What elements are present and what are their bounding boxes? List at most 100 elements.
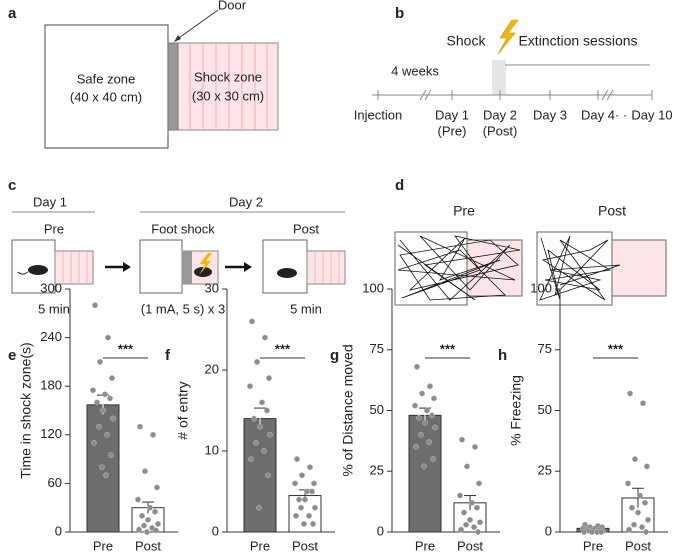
y-tick-label: 0 xyxy=(545,523,552,538)
data-point xyxy=(427,383,433,390)
data-point xyxy=(292,480,298,487)
y-tick-label: 20 xyxy=(205,361,219,376)
door-arrow xyxy=(175,9,219,41)
lightning-icon xyxy=(497,19,519,55)
data-point xyxy=(306,512,312,519)
data-point xyxy=(267,431,273,438)
x-tick-label: Pre xyxy=(250,538,270,552)
safe-box xyxy=(139,239,183,294)
data-point xyxy=(469,499,475,506)
panel-label: h xyxy=(498,347,507,364)
phase-label: Pre xyxy=(453,203,475,219)
panel-label: c xyxy=(8,177,16,194)
protocol-diagram: Day 1 Day 2 Pre Foot shock Post 5 min (1… xyxy=(11,194,346,316)
data-point xyxy=(107,395,113,402)
x-tick-label: Post xyxy=(457,538,483,552)
mouse-icon xyxy=(28,265,48,275)
data-point xyxy=(257,423,263,430)
data-point xyxy=(459,436,465,443)
duration: (1 mA, 5 s) x 3 xyxy=(141,301,226,316)
timeline-ticks xyxy=(377,89,653,101)
panel-label: d xyxy=(395,177,404,194)
data-point xyxy=(643,529,649,535)
data-point xyxy=(145,516,151,523)
y-tick-label: 0 xyxy=(377,523,384,538)
panel-label: b xyxy=(395,5,404,22)
data-point xyxy=(412,402,418,409)
zone-label: Shock zone xyxy=(194,69,262,84)
track xyxy=(539,235,621,301)
panel-label: g xyxy=(330,347,339,364)
data-point xyxy=(139,512,145,519)
shock-highlight xyxy=(492,60,506,95)
y-tick-label: 75 xyxy=(538,341,552,356)
data-point xyxy=(309,488,315,495)
phase-label: Pre xyxy=(44,221,64,236)
data-point xyxy=(248,456,254,463)
data-point xyxy=(598,529,604,535)
arrow-head xyxy=(174,35,181,42)
y-axis-title: % of Distance moved xyxy=(340,344,356,476)
data-point xyxy=(312,504,318,511)
extinction-label: Extinction sessions xyxy=(518,33,637,49)
data-point xyxy=(430,456,436,463)
y-axis-title: # of entry xyxy=(175,381,191,439)
data-point xyxy=(298,504,304,511)
ellipsis: · · · xyxy=(615,107,635,122)
mouse-icon xyxy=(194,267,212,277)
weeks-label: 4 weeks xyxy=(391,63,439,78)
data-point xyxy=(631,521,637,528)
timeline-label: Day 3 xyxy=(533,107,567,122)
data-point xyxy=(416,414,422,421)
data-point xyxy=(152,508,158,515)
shock-box xyxy=(611,239,667,297)
track-diagram: Pre Post xyxy=(394,203,667,306)
data-point xyxy=(426,439,432,446)
significance-label: *** xyxy=(118,341,134,356)
data-point xyxy=(94,399,100,406)
y-tick-label: 120 xyxy=(40,426,62,441)
data-point xyxy=(108,452,114,458)
arrow-head xyxy=(244,262,252,272)
y-tick-label: 0 xyxy=(55,523,62,538)
data-point xyxy=(266,375,272,382)
arena-diagram: Door Safe zone (40 x 40 cm) Shock zone (… xyxy=(44,0,279,149)
phase-label: Foot shock xyxy=(151,221,215,236)
data-point xyxy=(253,439,259,446)
data-point xyxy=(414,363,420,370)
data-point xyxy=(640,400,646,407)
data-point xyxy=(458,526,464,533)
data-point xyxy=(256,504,262,511)
zone-label: Safe zone xyxy=(77,71,136,86)
timeline-label: Day 2 xyxy=(483,107,517,122)
data-point xyxy=(261,448,267,454)
data-point xyxy=(424,407,430,414)
data-point xyxy=(262,334,268,341)
phase-label: Post xyxy=(598,203,626,219)
data-point xyxy=(153,527,159,534)
y-tick-label: 10 xyxy=(205,442,219,457)
data-point xyxy=(265,472,271,479)
bar xyxy=(408,414,442,533)
mouse-icon xyxy=(277,268,297,278)
data-point xyxy=(141,522,147,529)
duration: 5 min xyxy=(290,301,322,316)
phase-label: Post xyxy=(293,221,319,236)
shock-label: Shock xyxy=(447,33,487,49)
y-axis-title: % Freezing xyxy=(508,375,524,446)
data-point xyxy=(626,526,632,533)
timeline-label: Day 10 xyxy=(631,107,672,122)
data-point xyxy=(110,415,116,422)
data-point xyxy=(299,472,305,479)
safe-box xyxy=(262,239,308,294)
timeline-sub: (Post) xyxy=(483,123,518,138)
data-point xyxy=(302,496,308,503)
day-label: Day 2 xyxy=(229,194,263,209)
data-point xyxy=(104,431,110,438)
data-point xyxy=(642,499,648,506)
data-point xyxy=(476,480,482,487)
timeline-sub: (Pre) xyxy=(438,123,467,138)
y-tick-label: 180 xyxy=(40,378,62,393)
zone-size: (40 x 40 cm) xyxy=(70,89,142,104)
significance-label: *** xyxy=(275,341,291,356)
